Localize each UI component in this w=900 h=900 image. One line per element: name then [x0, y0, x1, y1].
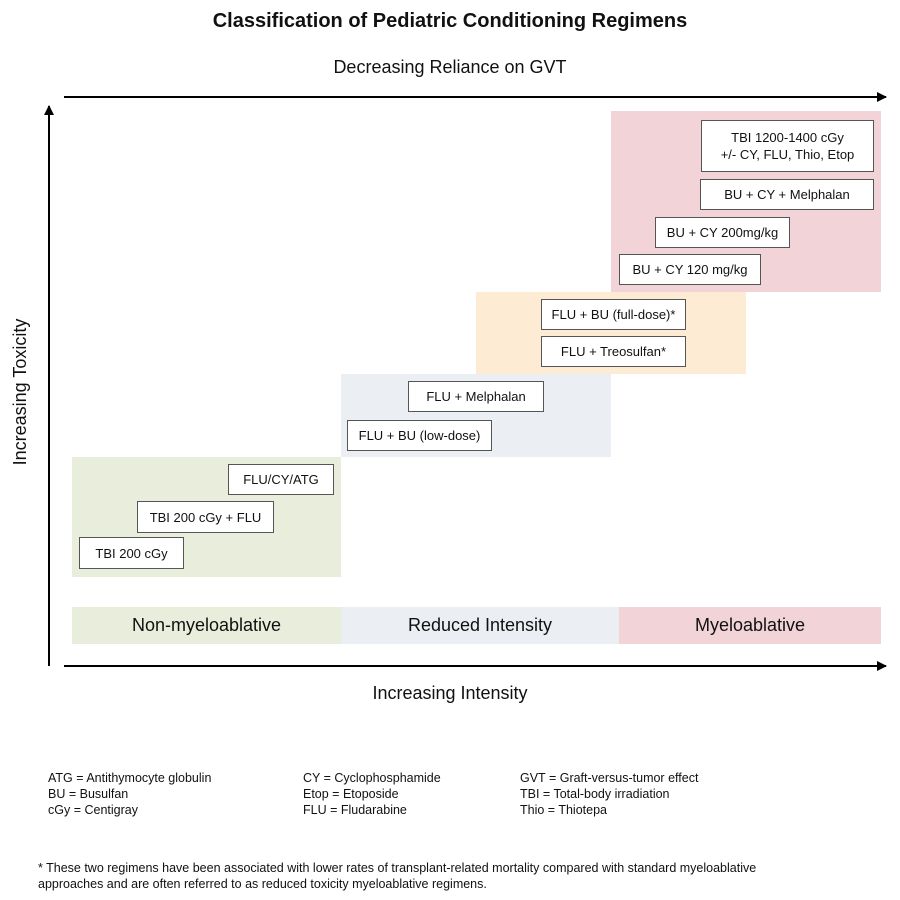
- legend-item: ATG = Antithymocyte globulin: [48, 771, 212, 785]
- gvt-axis-label: Decreasing Reliance on GVT: [333, 57, 567, 77]
- legend-item: Etop = Etoposide: [303, 787, 399, 801]
- legend-item: FLU = Fludarabine: [303, 803, 407, 817]
- diagram-title: Classification of Pediatric Conditioning…: [212, 10, 688, 32]
- legend-col-2: CY = Cyclophosphamide Etop = Etoposide F…: [303, 770, 441, 818]
- regimen-tbi-200: TBI 200 cGy: [79, 537, 184, 569]
- footnote: * These two regimens have been associate…: [38, 861, 757, 891]
- band-reduced-intensity: Reduced Intensity: [341, 607, 619, 644]
- legend-item: Thio = Thiotepa: [520, 803, 607, 817]
- regimen-flu-cy-atg: FLU/CY/ATG: [228, 464, 334, 495]
- legend-item: GVT = Graft-versus-tumor effect: [520, 771, 699, 785]
- legend-col-3: GVT = Graft-versus-tumor effect TBI = To…: [520, 770, 698, 818]
- regimen-flu-melphalan: FLU + Melphalan: [408, 381, 544, 412]
- toxicity-axis-label: Increasing Toxicity: [10, 318, 30, 466]
- regimen-bu-cy-200: BU + CY 200mg/kg: [655, 217, 790, 248]
- regimen-tbi-200-flu: TBI 200 cGy + FLU: [137, 501, 274, 533]
- regimen-bu-cy-120: BU + CY 120 mg/kg: [619, 254, 761, 285]
- legend-item: CY = Cyclophosphamide: [303, 771, 441, 785]
- legend-item: cGy = Centigray: [48, 803, 138, 817]
- regimen-flu-treosulfan: FLU + Treosulfan*: [541, 336, 686, 367]
- legend-item: TBI = Total-body irradiation: [520, 787, 670, 801]
- regimen-flu-bu-low: FLU + BU (low-dose): [347, 420, 492, 451]
- legend-item: BU = Busulfan: [48, 787, 129, 801]
- regimen-tbi-1200-1400: TBI 1200-1400 cGy +/- CY, FLU, Thio, Eto…: [701, 120, 874, 172]
- legend-col-1: ATG = Antithymocyte globulin BU = Busulf…: [48, 770, 211, 818]
- band-non-myeloablative: Non-myeloablative: [72, 607, 341, 644]
- regimen-flu-bu-full: FLU + BU (full-dose)*: [541, 299, 686, 330]
- regimen-bu-cy-melphalan: BU + CY + Melphalan: [700, 179, 874, 210]
- band-myeloablative: Myeloablative: [619, 607, 881, 644]
- intensity-axis-label: Increasing Intensity: [372, 683, 528, 703]
